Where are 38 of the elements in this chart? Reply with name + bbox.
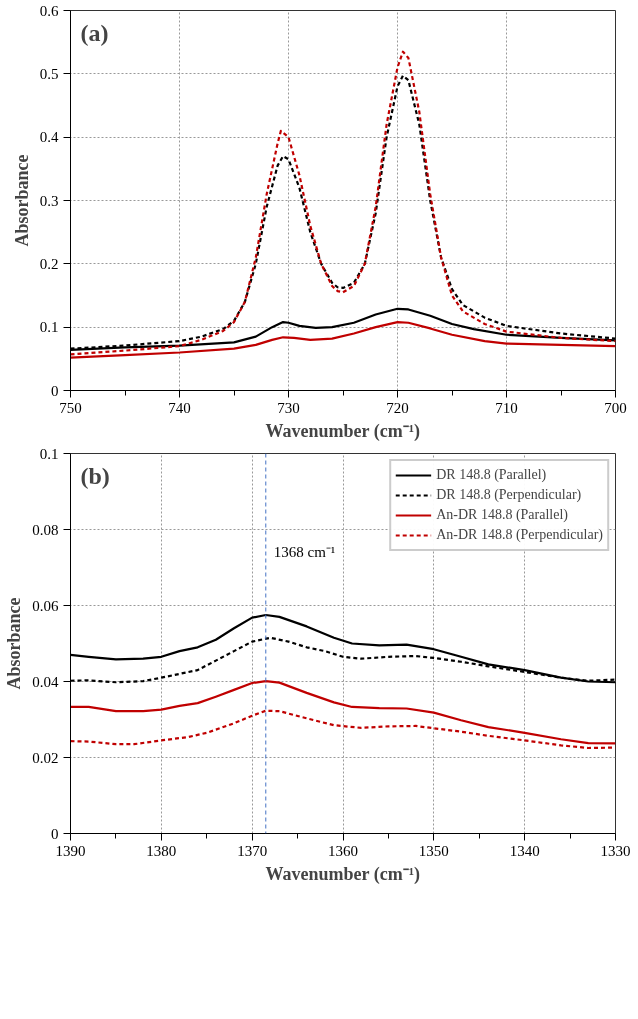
x-tick-label: 730 [277, 399, 300, 416]
y-axis-title: Absorbance [11, 154, 32, 247]
x-tick-label: 740 [168, 399, 191, 416]
y-tick-label: 0.3 [39, 192, 59, 209]
annotation: (a) [80, 19, 109, 46]
y-axis-title: Absorbance [4, 597, 25, 690]
y-tick-label: 0.08 [32, 521, 59, 538]
legend-label: An-DR 148.8 (Perpendicular) [436, 527, 603, 543]
annotation: (b) [80, 462, 110, 489]
y-tick-label: 0.06 [32, 597, 59, 614]
y-tick-label: 0.04 [32, 673, 59, 690]
x-tick-label: 1390 [55, 842, 86, 859]
x-tick-label: 1330 [600, 842, 631, 859]
x-axis-title: Wavenumber (cm⁻¹) [265, 863, 421, 885]
y-tick-label: 0.02 [32, 749, 59, 766]
x-tick-label: 1340 [509, 842, 540, 859]
y-tick-label: 0.4 [39, 129, 59, 146]
y-tick-label: 0.1 [39, 445, 59, 462]
legend-label: DR 148.8 (Perpendicular) [436, 487, 582, 503]
y-tick-label: 0 [51, 825, 59, 842]
ref-line-label: 1368 cm⁻¹ [273, 543, 336, 560]
x-tick-label: 1380 [146, 842, 177, 859]
legend-label: An-DR 148.8 (Parallel) [436, 507, 569, 523]
x-axis-title: Wavenumber (cm⁻¹) [265, 420, 421, 442]
y-tick-label: 0.1 [39, 319, 59, 336]
x-tick-label: 720 [386, 399, 409, 416]
y-tick-label: 0.5 [39, 65, 59, 82]
line-series [70, 680, 616, 745]
legend-label: DR 148.8 (Parallel) [436, 467, 547, 483]
x-tick-label: 750 [59, 399, 82, 416]
y-tick-label: 0.6 [39, 2, 59, 19]
y-tick-label: 0 [51, 382, 59, 399]
x-tick-label: 710 [495, 399, 518, 416]
x-tick-label: 700 [604, 399, 627, 416]
y-tick-label: 0.2 [39, 255, 59, 272]
x-tick-label: 1350 [418, 842, 449, 859]
x-tick-label: 1370 [237, 842, 268, 859]
x-tick-label: 1360 [328, 842, 358, 859]
